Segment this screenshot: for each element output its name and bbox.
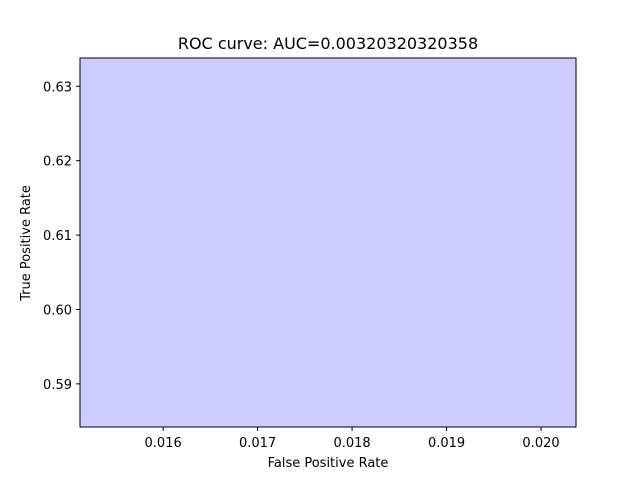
y-tick-label: 0.60 [43,303,72,318]
x-tick-label: 0.019 [428,436,465,451]
x-tick-label: 0.018 [333,436,370,451]
y-axis-label: True Positive Rate [19,185,34,302]
x-axis: 0.016 0.017 0.018 0.019 0.020 [145,427,560,451]
x-tick-label: 0.016 [145,436,182,451]
x-axis-label: False Positive Rate [268,456,389,471]
plot-frame [79,57,577,428]
y-tick-label: 0.63 [43,80,72,95]
plot-area [79,57,577,428]
y-tick-label: 0.61 [43,229,72,244]
y-axis: 0.59 0.60 0.61 0.62 0.63 [43,80,80,393]
y-tick-label: 0.62 [43,155,72,170]
chart-title: ROC curve: AUC=0.00320320320358 [178,34,478,53]
y-tick-label: 0.59 [43,378,72,393]
x-tick-label: 0.017 [239,436,276,451]
roc-area-fill [80,58,576,427]
x-tick-label: 0.020 [522,436,559,451]
